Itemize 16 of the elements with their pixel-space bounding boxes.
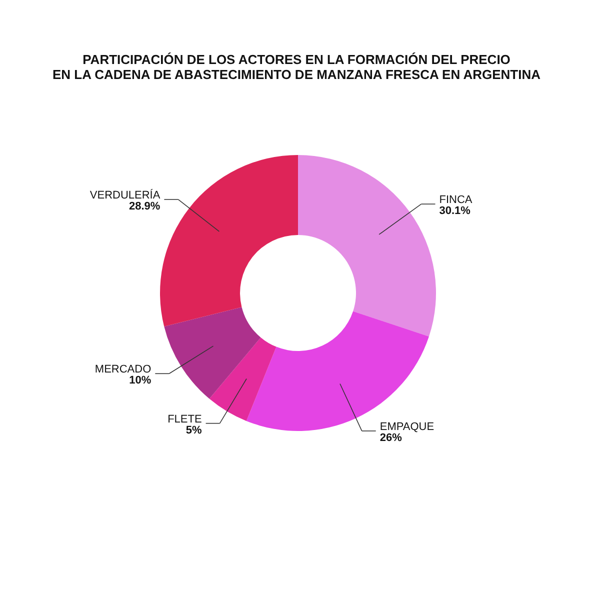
data-label: 5% — [186, 424, 202, 436]
data-label: 28.9% — [128, 200, 160, 212]
data-label: 30.1% — [439, 205, 471, 218]
text: PARTICIPACIÓN DE LOS ACTORES EN LA FORMACIÓN DEL PRECIO — [82, 52, 510, 67]
data-label: 10% — [129, 374, 152, 387]
donut-slice — [209, 337, 276, 421]
text: EN LA CADENA DE ABASTECIMIENTO DE MANZANA FRESCA EN ARGENTINA — [52, 67, 540, 82]
slice-label: FLETE — [168, 413, 202, 426]
slice-label: EMPAQUE — [380, 420, 434, 433]
donut-slice — [164, 307, 261, 399]
slice-label: VERDULERÍA — [90, 188, 161, 202]
slice-label: MERCADO — [94, 364, 152, 376]
data-label: 26% — [380, 432, 402, 444]
donut-slice — [298, 155, 436, 336]
donut-slice — [160, 155, 298, 326]
slice-label: FINCA — [439, 194, 473, 206]
